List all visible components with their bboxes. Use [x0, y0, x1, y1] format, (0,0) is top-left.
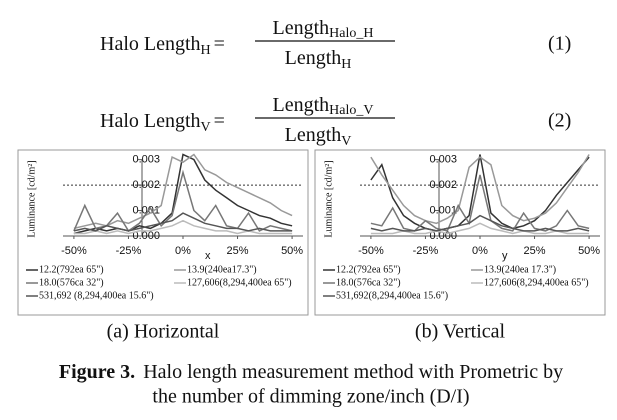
x-axis-label: x — [205, 250, 211, 262]
num-text: Length — [273, 94, 330, 116]
legend-label: 18.0(576ca 32") — [39, 277, 104, 288]
x-tick-label: 0% — [472, 245, 488, 257]
legend-label: 127,606(8,294,400ea 65") — [187, 277, 292, 288]
figure-caption: Figure 3. Halo length measurement method … — [59, 361, 563, 383]
series-line — [73, 169, 293, 232]
num-subscript: Halo_V — [329, 103, 373, 118]
equation-number: (2) — [548, 110, 571, 132]
lhs-text: Halo Length — [100, 110, 201, 132]
legend-label: 531,692 (8,294,400ea 15.6") — [39, 290, 154, 301]
den-text: Length — [285, 47, 342, 69]
x-tick-label: 50% — [281, 245, 303, 257]
y-tick-label: 0.002 — [132, 179, 160, 191]
numerator: LengthHalo_H — [273, 17, 374, 42]
legend-label: 12.2(792ea 65") — [39, 264, 104, 275]
num-subscript: Halo_H — [329, 26, 373, 41]
series-line — [73, 153, 293, 230]
denominator: LengthH — [285, 47, 352, 73]
y-tick-label: 0.000 — [132, 230, 160, 242]
x-tick-label: 50% — [578, 245, 600, 257]
numerator: LengthHalo_V — [273, 94, 374, 119]
series-line — [370, 174, 590, 232]
den-subscript: V — [341, 134, 351, 149]
operator: = — [214, 33, 225, 55]
plot-area — [73, 153, 293, 235]
legend-label: 13.9(240ea 17.3") — [484, 264, 556, 275]
y-axis-label: Luminance [cd/m²] — [323, 160, 334, 237]
series-line — [73, 153, 293, 235]
lhs-text: Halo Length — [100, 33, 201, 55]
operator: = — [214, 110, 225, 132]
y-tick-label: 0.003 — [132, 154, 160, 166]
x-tick-label: -25% — [413, 245, 439, 257]
caption-text: Halo length measurement method with Prom… — [143, 361, 563, 383]
legend-label: 531,692(8,294,400ea 15.6") — [336, 290, 448, 301]
legend-label: 18.0(576ca 32") — [336, 277, 401, 288]
plot-area — [370, 154, 590, 235]
figure-caption: the number of dimming zone/inch (D/I) — [152, 386, 469, 408]
x-tick-label: 0% — [175, 245, 191, 257]
panel-caption: (a) Horizontal — [107, 321, 220, 343]
equation-number: (1) — [548, 33, 571, 55]
den-subscript: H — [341, 57, 351, 72]
panel-border — [17, 149, 309, 316]
legend-label: 12.2(792ea 65") — [336, 264, 401, 275]
y-tick-label: 0.001 — [429, 204, 457, 216]
den-text: Length — [285, 124, 342, 146]
x-tick-label: -50% — [61, 245, 87, 257]
series-line — [73, 212, 293, 232]
legend-label: 13.9(240ea17.3") — [187, 264, 257, 275]
panel-caption: (b) Vertical — [415, 321, 506, 343]
caption-label: Figure 3. — [59, 361, 135, 383]
series-line — [370, 154, 590, 225]
legend-label: 127,606(8,294,400ea 65") — [484, 277, 589, 288]
equation-lhs: Halo LengthV = — [100, 110, 225, 136]
num-text: Length — [273, 17, 330, 39]
series-line — [370, 222, 590, 235]
equation-lhs: Halo LengthH = — [100, 33, 225, 59]
series-line — [370, 154, 590, 232]
x-tick-label: -25% — [116, 245, 142, 257]
series-line — [73, 219, 293, 235]
denominator: LengthV — [285, 124, 352, 150]
y-tick-label: 0.002 — [429, 179, 457, 191]
y-axis-label: Luminance [cd/m²] — [26, 160, 37, 237]
x-tick-label: 25% — [524, 245, 546, 257]
series-line — [370, 214, 590, 232]
x-axis-label: y — [502, 250, 508, 262]
lhs-subscript: H — [201, 43, 211, 58]
x-tick-label: 25% — [227, 245, 249, 257]
y-tick-label: 0.003 — [429, 154, 457, 166]
panel-border — [314, 149, 606, 316]
lhs-subscript: V — [201, 120, 211, 135]
x-tick-label: -50% — [358, 245, 384, 257]
